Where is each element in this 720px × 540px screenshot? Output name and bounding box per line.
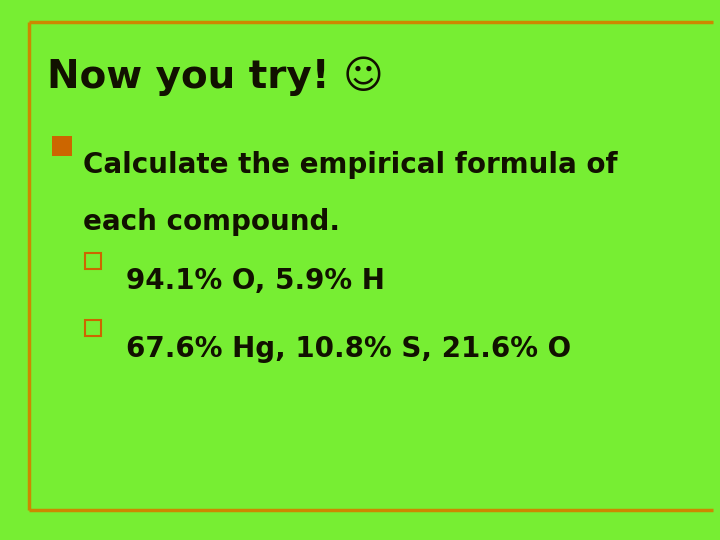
Text: 67.6% Hg, 10.8% S, 21.6% O: 67.6% Hg, 10.8% S, 21.6% O: [126, 335, 571, 363]
Text: Now you try! ☺: Now you try! ☺: [47, 57, 384, 96]
Bar: [85, 320, 101, 336]
Bar: [52, 136, 72, 156]
Text: each compound.: each compound.: [83, 208, 340, 236]
Text: 94.1% O, 5.9% H: 94.1% O, 5.9% H: [126, 267, 385, 295]
Bar: [85, 253, 101, 269]
Text: Calculate the empirical formula of: Calculate the empirical formula of: [83, 151, 618, 179]
